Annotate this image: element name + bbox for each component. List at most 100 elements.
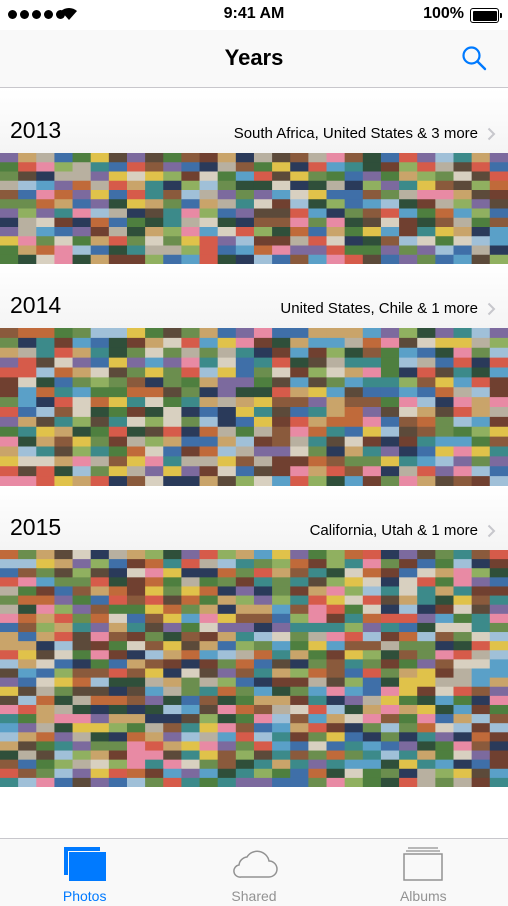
photo-thumbnail[interactable]	[54, 407, 74, 418]
photo-thumbnail[interactable]	[0, 641, 19, 651]
photo-thumbnail[interactable]	[163, 407, 182, 418]
photo-thumbnail[interactable]	[290, 367, 309, 378]
photo-thumbnail[interactable]	[0, 245, 19, 256]
photo-thumbnail[interactable]	[417, 153, 436, 163]
photo-thumbnail[interactable]	[380, 466, 400, 477]
photo-thumbnail[interactable]	[344, 347, 364, 359]
photo-thumbnail[interactable]	[326, 426, 346, 438]
photo-thumbnail[interactable]	[489, 446, 508, 457]
photo-thumbnail[interactable]	[253, 677, 273, 688]
photo-thumbnail[interactable]	[417, 208, 436, 219]
photo-thumbnail[interactable]	[36, 208, 55, 219]
photo-thumbnail[interactable]	[108, 446, 128, 457]
photo-thumbnail[interactable]	[362, 466, 382, 477]
photo-thumbnail[interactable]	[0, 426, 19, 438]
photo-thumbnail[interactable]	[18, 387, 37, 398]
photo-thumbnail[interactable]	[380, 190, 400, 200]
photo-thumbnail[interactable]	[199, 387, 219, 398]
photo-thumbnail[interactable]	[253, 641, 273, 651]
photo-thumbnail[interactable]	[344, 677, 364, 688]
photo-thumbnail[interactable]	[380, 426, 400, 438]
photo-thumbnail[interactable]	[417, 466, 436, 477]
photo-thumbnail[interactable]	[54, 153, 74, 163]
photo-thumbnail[interactable]	[253, 245, 273, 256]
photo-thumbnail[interactable]	[126, 328, 146, 339]
photo-thumbnail[interactable]	[471, 387, 491, 398]
photo-thumbnail[interactable]	[362, 426, 382, 438]
photo-thumbnail[interactable]	[54, 586, 74, 597]
photo-thumbnail[interactable]	[253, 750, 273, 761]
photo-thumbnail[interactable]	[36, 190, 55, 200]
photo-thumbnail[interactable]	[0, 466, 19, 477]
photo-thumbnail[interactable]	[489, 604, 508, 615]
search-icon[interactable]	[460, 44, 488, 72]
photo-thumbnail[interactable]	[108, 641, 128, 651]
photo-thumbnail[interactable]	[0, 190, 19, 200]
photo-thumbnail[interactable]	[217, 387, 237, 398]
photo-thumbnail[interactable]	[199, 153, 219, 163]
photo-thumbnail[interactable]	[181, 466, 201, 477]
photo-thumbnail[interactable]	[217, 426, 237, 438]
photo-thumbnail[interactable]	[326, 550, 346, 560]
photo-thumbnail[interactable]	[453, 641, 473, 651]
photo-thumbnail[interactable]	[90, 604, 110, 615]
photo-thumbnail[interactable]	[417, 387, 436, 398]
photo-thumbnail[interactable]	[0, 604, 19, 615]
photo-thumbnail[interactable]	[290, 768, 309, 779]
photo-thumbnail[interactable]	[326, 659, 346, 669]
photo-thumbnail[interactable]	[380, 586, 400, 597]
photo-thumbnail[interactable]	[126, 604, 146, 615]
photo-thumbnail[interactable]	[308, 367, 328, 378]
photo-thumbnail[interactable]	[308, 446, 328, 457]
photo-thumbnail[interactable]	[362, 347, 382, 359]
photo-thumbnail[interactable]	[290, 328, 309, 339]
photo-thumbnail[interactable]	[36, 387, 55, 398]
photo-thumbnail[interactable]	[0, 227, 19, 237]
photo-thumbnail[interactable]	[90, 768, 110, 779]
photo-thumbnail[interactable]	[72, 768, 92, 779]
photo-thumbnail[interactable]	[72, 446, 92, 457]
photo-thumbnail[interactable]	[417, 190, 436, 200]
photo-thumbnail[interactable]	[253, 768, 273, 779]
photo-thumbnail[interactable]	[453, 695, 473, 706]
photo-thumbnail[interactable]	[72, 426, 92, 438]
photo-thumbnail[interactable]	[145, 153, 164, 163]
photo-thumbnail[interactable]	[199, 695, 219, 706]
photo-thumbnail[interactable]	[0, 695, 19, 706]
photo-thumbnail[interactable]	[72, 328, 92, 339]
photo-thumbnail[interactable]	[108, 604, 128, 615]
photo-thumbnail[interactable]	[72, 641, 92, 651]
photo-thumbnail[interactable]	[399, 328, 418, 339]
photo-thumbnail[interactable]	[36, 622, 55, 633]
photo-thumbnail[interactable]	[108, 714, 128, 724]
photo-thumbnail[interactable]	[399, 367, 418, 378]
photo-thumbnail[interactable]	[326, 446, 346, 457]
photo-thumbnail[interactable]	[489, 695, 508, 706]
photo-thumbnail[interactable]	[181, 328, 201, 339]
photo-thumbnail[interactable]	[36, 750, 55, 761]
photo-thumbnail[interactable]	[90, 750, 110, 761]
photo-thumbnail[interactable]	[417, 732, 436, 742]
photo-thumbnail[interactable]	[344, 426, 364, 438]
photo-thumbnail[interactable]	[18, 171, 37, 182]
photo-thumbnail[interactable]	[217, 190, 237, 200]
photo-thumbnail[interactable]	[36, 714, 55, 724]
photo-thumbnail[interactable]	[326, 367, 346, 378]
photo-thumbnail[interactable]	[344, 550, 364, 560]
photo-thumbnail[interactable]	[326, 208, 346, 219]
photo-thumbnail[interactable]	[417, 328, 436, 339]
photo-thumbnail[interactable]	[344, 190, 364, 200]
photo-thumbnail[interactable]	[417, 550, 436, 560]
photo-thumbnail[interactable]	[344, 732, 364, 742]
photo-thumbnail[interactable]	[181, 171, 201, 182]
photo-thumbnail[interactable]	[471, 586, 491, 597]
photo-thumbnail[interactable]	[145, 208, 164, 219]
photo-thumbnail[interactable]	[72, 568, 92, 578]
photo-thumbnail[interactable]	[181, 604, 201, 615]
photo-thumbnail[interactable]	[417, 659, 436, 669]
photo-thumbnail[interactable]	[0, 446, 19, 457]
photo-thumbnail[interactable]	[181, 426, 201, 438]
photo-thumbnail[interactable]	[489, 328, 508, 339]
photo-thumbnail[interactable]	[145, 768, 164, 779]
photo-thumbnail[interactable]	[308, 153, 328, 163]
